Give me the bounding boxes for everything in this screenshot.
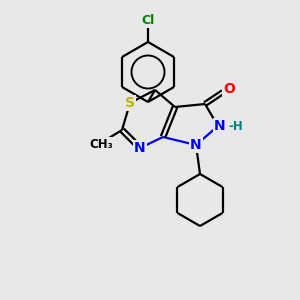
Text: O: O	[223, 82, 235, 96]
Text: S: S	[125, 96, 135, 110]
Text: N: N	[214, 119, 226, 133]
Text: Cl: Cl	[141, 14, 154, 26]
Text: N: N	[190, 138, 202, 152]
Text: -H: -H	[228, 121, 243, 134]
Text: N: N	[134, 141, 146, 155]
Text: CH₃: CH₃	[89, 137, 113, 151]
